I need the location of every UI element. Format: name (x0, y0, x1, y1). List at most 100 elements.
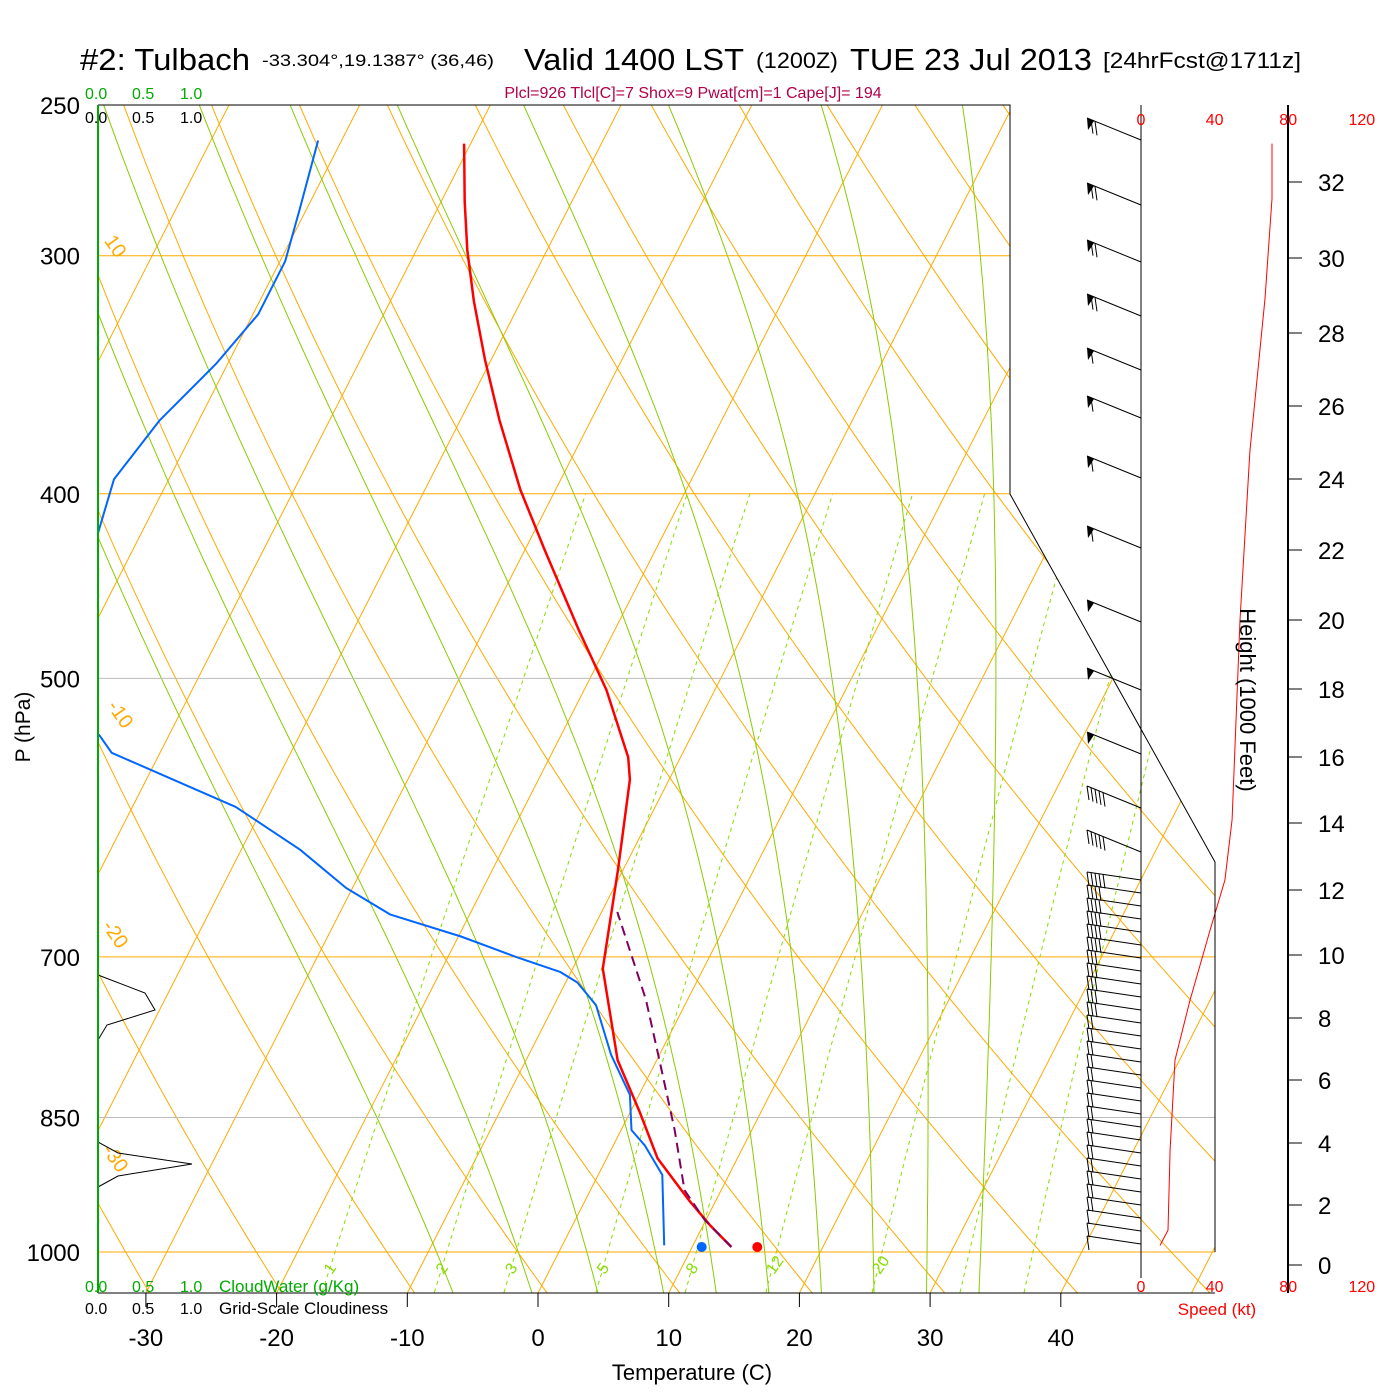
mixing-ratio-line (765, 493, 986, 1293)
wind-barb-staff (1086, 1170, 1142, 1180)
x-tick-label: 0 (531, 1325, 544, 1352)
dry-adiabat-line (197, 105, 952, 1293)
wind-barb-feather (1090, 1080, 1094, 1095)
wind-barb-feather (1090, 295, 1094, 310)
isotherm-label: -30 (98, 1140, 133, 1176)
wind-barb (1086, 988, 1142, 1005)
data-marks (96, 117, 1273, 1253)
wind-barb-staff (1086, 1105, 1142, 1115)
wind-barb-feather (1090, 937, 1094, 952)
wind-barb-feather (1094, 899, 1098, 914)
wind-barb (1086, 1105, 1142, 1121)
wind-barb (1086, 829, 1142, 853)
wind-barb-feather (1086, 1014, 1090, 1030)
cloudiness-tick-top: 0.5 (132, 110, 154, 127)
wind-barb-feather (1094, 964, 1098, 979)
isotherm-line (795, 105, 1215, 1293)
dry-adiabat-line (1153, 105, 1215, 1293)
title-forecast: [24hrFcst@1711z] (1103, 48, 1301, 73)
wind-barb-staff (1086, 1040, 1142, 1050)
wind-barb-feather (1086, 1131, 1090, 1147)
height-tick-label: 14 (1318, 811, 1345, 838)
wind-barb-staff (1086, 975, 1142, 985)
speed-axis-label: Speed (kt) (1178, 1300, 1256, 1319)
wind-barb-feather (1086, 1183, 1090, 1199)
wind-barb-feather (1090, 1067, 1094, 1082)
dry-adiabat-line (110, 105, 819, 1293)
speed-tick-label-top: 40 (1206, 112, 1224, 129)
isotherm-line (1187, 105, 1215, 1293)
wind-barb-flag (1087, 668, 1094, 680)
x-tick-label: 30 (917, 1325, 944, 1352)
wind-barb-staff (1086, 1014, 1142, 1024)
wind-barb-staff (1086, 731, 1142, 755)
wind-barb (1086, 1092, 1142, 1108)
speed-tick-label-top: 80 (1279, 112, 1297, 129)
height-tick-label: 28 (1318, 321, 1345, 348)
wind-barb-feather (1094, 297, 1098, 312)
wind-barb-feather (1090, 1093, 1094, 1108)
speed-tick-label-bottom: 120 (1348, 1279, 1375, 1296)
wind-barb-feather (1094, 873, 1098, 888)
moist-adiabat-line (275, 105, 718, 1293)
mixing-ratio-line (959, 493, 1158, 1293)
wind-barb-feather (1090, 831, 1094, 846)
wind-barb-feather (1098, 886, 1102, 901)
x-axis-label: Temperature (C) (612, 1360, 772, 1385)
wind-barb-feather (1086, 1092, 1090, 1108)
wind-barb-staff (1086, 897, 1142, 907)
mixing-ratio-line (503, 493, 751, 1293)
wind-barb-feather (1086, 1144, 1090, 1160)
wind-barb-feather (1086, 962, 1090, 978)
x-tick-label: 20 (786, 1325, 813, 1352)
wind-barb-staff (1086, 936, 1142, 946)
wind-barb-staff (1086, 1222, 1142, 1232)
pressure-tick-label: 1000 (27, 1240, 80, 1267)
wind-barb (1086, 884, 1142, 901)
wind-barb-feather (1086, 884, 1090, 900)
wind-barb-feather (1094, 186, 1098, 201)
speed-tick-label-bottom: 0 (1137, 1279, 1146, 1296)
x-tick-label: 40 (1047, 1325, 1074, 1352)
wind-barb-feather (1086, 923, 1090, 939)
mixing-ratio-label: 5 (594, 1260, 613, 1277)
wind-barb (1086, 1222, 1142, 1238)
title-date: TUE 23 Jul 2013 (850, 42, 1092, 77)
height-tick-label: 30 (1318, 246, 1345, 273)
wind-barb (1086, 395, 1142, 419)
cloudiness-profile (97, 974, 156, 1041)
wind-barb-feather (1090, 976, 1094, 991)
wind-barb-flag (1087, 600, 1094, 612)
wind-barb-flag (1087, 348, 1094, 360)
mixing-ratio-line (595, 493, 834, 1293)
wind-barb-feather (1086, 1040, 1090, 1056)
wind-barb (1086, 1183, 1142, 1199)
wind-barb-feather (1090, 527, 1094, 542)
wind-barb-feather (1090, 119, 1094, 134)
isotherm-label: -10 (103, 696, 138, 732)
wind-barb-feather (1086, 1001, 1090, 1017)
height-axis-label: Height (1000 Feet) (1235, 608, 1260, 791)
wind-barb-flag (1087, 240, 1094, 252)
wind-barb-staff (1086, 923, 1142, 933)
wind-barb (1086, 936, 1142, 953)
speed-tick-label-top: 120 (1348, 112, 1375, 129)
cloudwater-tick-bottom: 0.5 (132, 1279, 154, 1296)
wind-barb-feather (1086, 1105, 1090, 1121)
wind-barb-staff (1086, 182, 1142, 206)
mixing-ratio-line (321, 493, 587, 1293)
wind-barb-feather (1086, 936, 1090, 952)
wind-barb-feather (1102, 836, 1106, 851)
moist-adiabat-line (98, 105, 457, 1293)
mixing-ratio-line (871, 493, 1080, 1293)
height-tick-label: 10 (1318, 943, 1345, 970)
cloudwater-tick-top: 0.5 (132, 86, 154, 103)
wind-barb-feather (1090, 1002, 1094, 1017)
height-tick-label: 32 (1318, 170, 1345, 197)
wind-barb (1086, 1014, 1142, 1030)
wind-barb-feather (1094, 925, 1098, 940)
wind-barb-feather (1090, 1119, 1094, 1134)
wind-barb (1086, 1053, 1142, 1069)
wind-barb (1086, 975, 1142, 992)
wind-barb (1086, 1066, 1142, 1082)
